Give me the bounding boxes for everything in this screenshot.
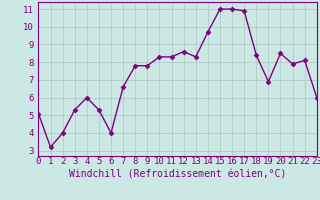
X-axis label: Windchill (Refroidissement éolien,°C): Windchill (Refroidissement éolien,°C) xyxy=(69,169,286,179)
